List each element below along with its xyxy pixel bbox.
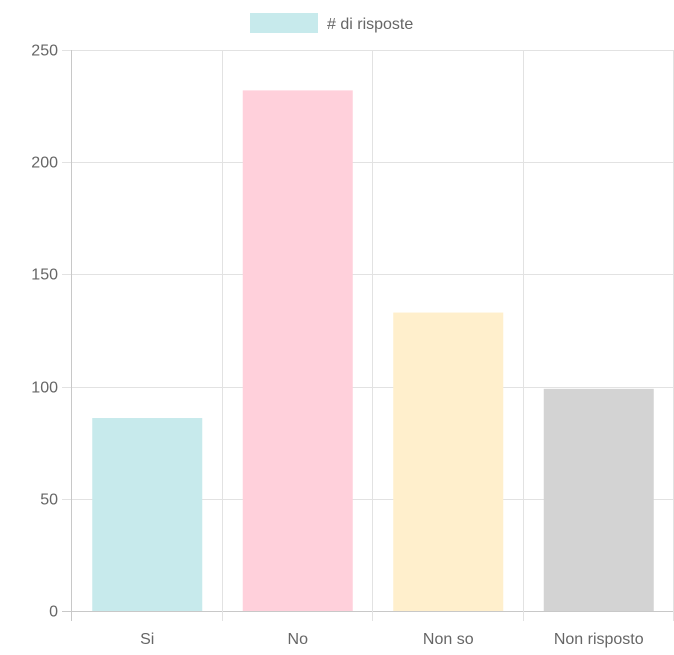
y-tick-label: 150 xyxy=(31,267,58,284)
y-tick-label: 100 xyxy=(31,380,58,397)
x-axis: Si No Non so Non risposto xyxy=(140,631,644,648)
bar[interactable] xyxy=(543,388,654,611)
x-tick-label: Non so xyxy=(423,631,474,648)
x-tick-label: Si xyxy=(140,631,154,648)
y-tick-label: 50 xyxy=(40,492,58,509)
x-tick-label: Non risposto xyxy=(554,631,644,648)
y-axis: 0 50 100 150 200 250 xyxy=(31,43,58,621)
legend-label[interactable]: # di risposte xyxy=(327,16,413,33)
y-tick-label: 250 xyxy=(31,43,58,60)
legend-swatch[interactable] xyxy=(250,13,318,33)
y-tick-label: 0 xyxy=(49,604,58,621)
bar[interactable] xyxy=(242,90,353,612)
legend[interactable]: # di risposte xyxy=(250,13,413,33)
y-tick-label: 200 xyxy=(31,155,58,172)
x-tick-label: No xyxy=(288,631,309,648)
bars xyxy=(92,90,654,612)
bar[interactable] xyxy=(92,418,203,611)
bar[interactable] xyxy=(393,312,504,611)
